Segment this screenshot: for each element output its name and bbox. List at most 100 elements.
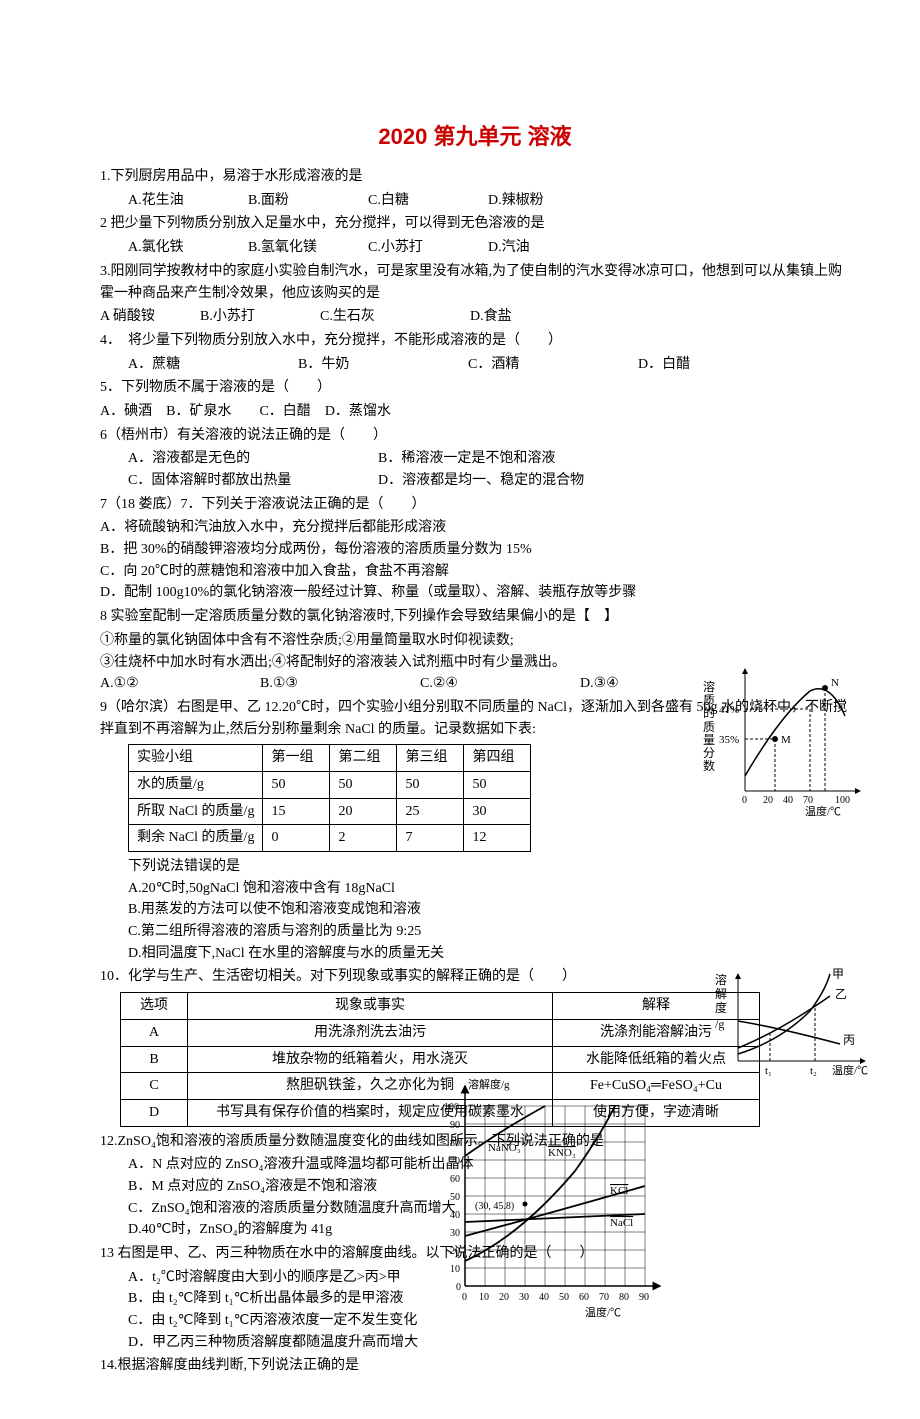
q9-b: B.用蒸发的方法可以使不饱和溶液变成饱和溶液 (100, 899, 850, 921)
q3-b: B.小苏打 (200, 306, 320, 328)
svg-text:100: 100 (444, 1102, 459, 1113)
q5-a: A．碘酒 (100, 404, 152, 419)
solubility-chart-2: 甲 乙 丙 t₁ t₂ 温度/℃ 溶解度 /g (710, 966, 880, 1086)
q8-a: A.①② (100, 673, 260, 695)
svg-text:NaCl: NaCl (610, 1217, 633, 1229)
svg-text:50: 50 (450, 1192, 460, 1203)
q4-b: B．牛奶 (298, 354, 468, 376)
q2: 2 把少量下列物质分别放入足量水中，充分搅拌，可以得到无色溶液的是 (100, 213, 850, 235)
znso4-chart: M N 41% 35% 0 20 40 70 100 温度/℃ 溶质的质量分数 (705, 661, 870, 816)
svg-text:温度/℃: 温度/℃ (805, 804, 841, 816)
q3-a: A 硝酸铵 (100, 306, 200, 328)
q13-d: D．甲乙丙三种物质溶解度都随温度升高而增大 (100, 1332, 850, 1354)
q3-d: D.食盐 (470, 309, 512, 324)
svg-text:70: 70 (450, 1156, 460, 1167)
q1-d: D.辣椒粉 (488, 190, 608, 212)
q4-d: D．白醋 (638, 354, 808, 376)
q8-d: D.③④ (580, 676, 619, 691)
svg-text:41%: 41% (719, 704, 739, 716)
q9-table: 实验小组第一组第二组第三组第四组 水的质量/g50505050 所取 NaCl … (128, 744, 531, 852)
svg-text:KNO₃: KNO₃ (548, 1147, 576, 1159)
q1-b: B.面粉 (248, 190, 368, 212)
q5-b: B．矿泉水 (166, 404, 231, 419)
svg-text:N: N (831, 677, 839, 689)
svg-text:10: 10 (479, 1292, 489, 1303)
svg-text:0: 0 (456, 1282, 461, 1293)
q9-c: C.第二组所得溶液的溶质与溶剂的质量比为 9:25 (100, 921, 850, 943)
svg-text:30: 30 (450, 1228, 460, 1239)
svg-text:温度/℃: 温度/℃ (832, 1063, 868, 1077)
q5-d: D．蒸馏水 (325, 404, 391, 419)
q6-b: B．稀溶液一定是不饱和溶液 (378, 448, 555, 470)
svg-text:NaNO₃: NaNO₃ (488, 1142, 521, 1154)
q6: 6（梧州市）有关溶液的说法正确的是（ ） (100, 425, 850, 447)
svg-text:60: 60 (450, 1174, 460, 1185)
q7-b: B．把 30%的硝酸钾溶液均分成两份，每份溶液的溶质质量分数为 15% (100, 539, 850, 561)
svg-text:溶: 溶 (715, 972, 727, 987)
q4-a: A．蔗糖 (128, 354, 298, 376)
q9-post: 下列说法错误的是 (100, 856, 850, 878)
q14: 14.根据溶解度曲线判断,下列说法正确的是 (100, 1355, 850, 1377)
svg-text:0: 0 (742, 795, 747, 806)
q8-l1: ①称量的氯化钠固体中含有不溶性杂质;②用量筒量取水时仰视读数; (100, 630, 850, 652)
svg-text:甲: 甲 (832, 967, 844, 981)
svg-text:40: 40 (783, 795, 793, 806)
svg-text:40: 40 (450, 1210, 460, 1221)
q7-c: C．向 20℃时的蔗糖饱和溶液中加入食盐，食盐不再溶解 (100, 561, 850, 583)
q4-c: C．酒精 (468, 354, 638, 376)
q8-c: C.②④ (420, 673, 580, 695)
svg-text:100: 100 (835, 795, 850, 806)
svg-text:度: 度 (715, 1000, 727, 1015)
svg-text:温度/℃: 温度/℃ (585, 1305, 621, 1319)
q1-c: C.白糖 (368, 190, 488, 212)
svg-text:M: M (781, 734, 791, 746)
svg-text:90: 90 (639, 1292, 649, 1303)
svg-text:解: 解 (715, 987, 727, 1001)
q2-d: D.汽油 (488, 237, 608, 259)
q9-d: D.相同温度下,NaCl 在水里的溶解度与水的质量无关 (100, 943, 850, 965)
q3: 3.阳刚同学按教材中的家庭小实验自制汽水，可是家里没有冰箱,为了使自制的汽水变得… (100, 261, 850, 304)
svg-text:/g: /g (715, 1017, 724, 1031)
svg-text:80: 80 (450, 1138, 460, 1149)
q2-a: A.氯化铁 (128, 237, 248, 259)
q2-b: B.氢氧化镁 (248, 237, 368, 259)
q8-b: B.①③ (260, 673, 420, 695)
q7-d: D．配制 100g10%的氯化钠溶液一般经过计算、称量（或量取）、溶解、装瓶存放… (100, 582, 850, 604)
svg-text:35%: 35% (719, 734, 739, 746)
q7-a: A．将硫酸钠和汽油放入水中，充分搅拌后都能形成溶液 (100, 517, 850, 539)
svg-text:50: 50 (559, 1292, 569, 1303)
svg-text:30: 30 (519, 1292, 529, 1303)
svg-text:(30, 45.8): (30, 45.8) (475, 1201, 514, 1212)
q9-a: A.20℃时,50gNaCl 饱和溶液中含有 18gNaCl (100, 878, 850, 900)
svg-text:20: 20 (763, 795, 773, 806)
svg-text:60: 60 (579, 1292, 589, 1303)
svg-text:80: 80 (619, 1292, 629, 1303)
q2-c: C.小苏打 (368, 237, 488, 259)
q8: 8 实验室配制一定溶质质量分数的氯化钠溶液时,下列操作会导致结果偏小的是【 】 (100, 606, 850, 628)
q1: 1.下列厨房用品中，易溶于水形成溶液的是 (100, 166, 850, 188)
svg-text:90: 90 (450, 1120, 460, 1131)
svg-text:10: 10 (450, 1264, 460, 1275)
solubility-chart-3: (30, 45.8) NaNO₃ KNO₃ KCl NaCl 溶解度/g 100… (430, 1076, 670, 1321)
svg-text:溶解度/g: 溶解度/g (468, 1077, 510, 1091)
svg-text:t₂: t₂ (810, 1065, 817, 1077)
q1-a: A.花生油 (128, 190, 248, 212)
svg-text:20: 20 (450, 1246, 460, 1257)
svg-text:t₁: t₁ (765, 1065, 772, 1077)
svg-text:20: 20 (499, 1292, 509, 1303)
q4: 4． 将少量下列物质分别放入水中，充分搅拌，不能形成溶液的是（ ） (100, 330, 850, 352)
svg-text:KCl: KCl (610, 1185, 628, 1197)
q5: 5．下列物质不属于溶液的是（ ） (100, 377, 850, 399)
q6-a: A．溶液都是无色的 (128, 448, 378, 470)
page-title: 2020 第九单元 溶液 (100, 120, 850, 154)
svg-text:70: 70 (599, 1292, 609, 1303)
q6-c: C．固体溶解时都放出热量 (128, 470, 378, 492)
q7: 7（18 娄底）7．下列关于溶液说法正确的是（ ） (100, 494, 850, 516)
svg-text:70: 70 (803, 795, 813, 806)
svg-text:40: 40 (539, 1292, 549, 1303)
q6-d: D．溶液都是均一、稳定的混合物 (378, 470, 584, 492)
q5-c: C．白醋 (259, 404, 310, 419)
svg-text:乙: 乙 (835, 987, 847, 1001)
q3-c: C.生石灰 (320, 306, 470, 328)
svg-text:0: 0 (462, 1292, 467, 1303)
